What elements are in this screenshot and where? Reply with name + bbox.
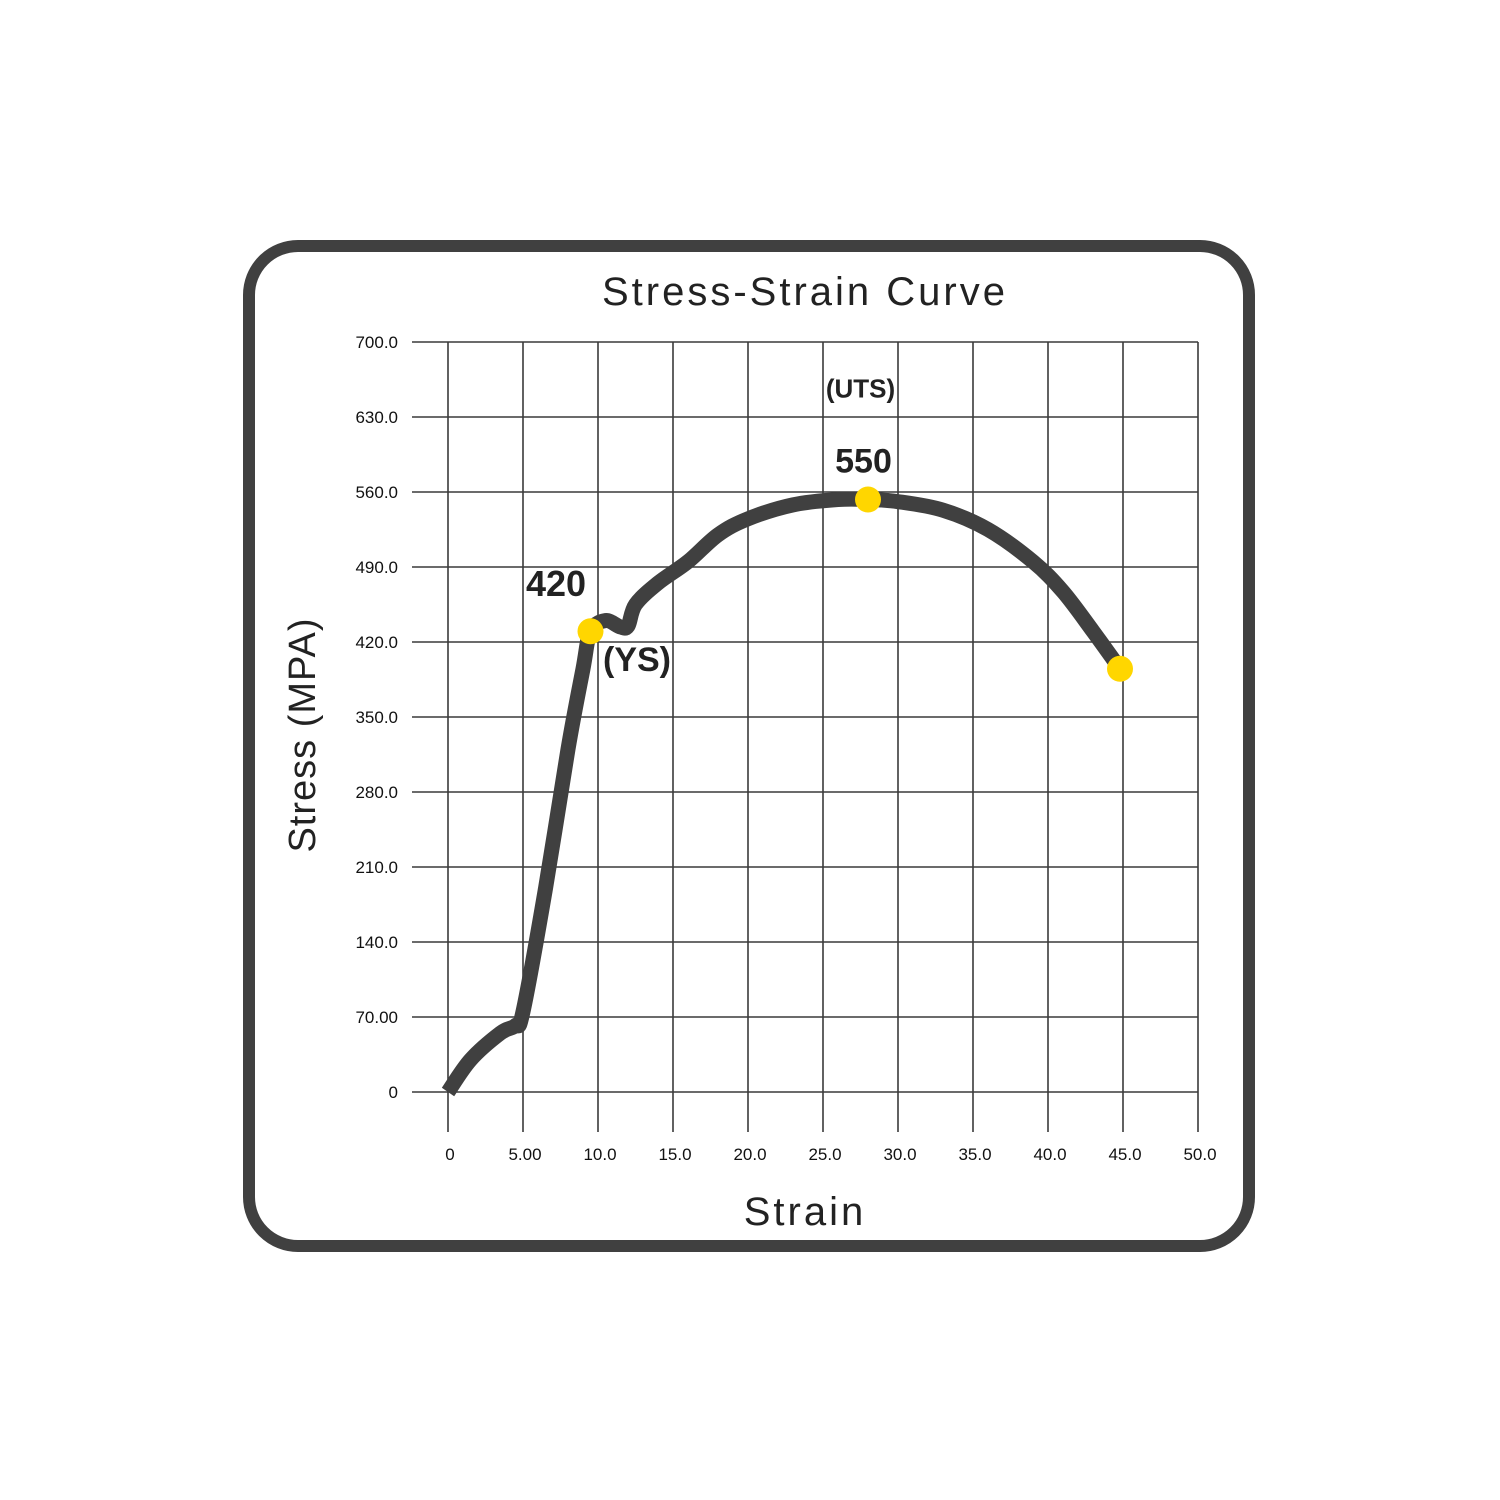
y-tick-label: 630.0 xyxy=(355,408,398,427)
annotation-label: (UTS) xyxy=(826,374,895,404)
y-tick-label: 350.0 xyxy=(355,708,398,727)
x-tick-label: 0 xyxy=(445,1145,454,1164)
x-tick-label: 45.0 xyxy=(1108,1145,1141,1164)
x-tick-label: 20.0 xyxy=(733,1145,766,1164)
x-tick-label: 30.0 xyxy=(883,1145,916,1164)
x-tick-label: 10.0 xyxy=(583,1145,616,1164)
data-point-marker xyxy=(1107,655,1133,682)
y-tick-label: 280.0 xyxy=(355,783,398,802)
y-tick-label: 210.0 xyxy=(355,858,398,877)
x-tick-label: 40.0 xyxy=(1033,1145,1066,1164)
y-tick-label: 0 xyxy=(389,1083,398,1102)
x-tick-label: 50.0 xyxy=(1183,1145,1216,1164)
y-tick-label: 70.00 xyxy=(355,1008,398,1027)
y-tick-label: 140.0 xyxy=(355,933,398,952)
y-tick-label: 560.0 xyxy=(355,483,398,502)
annotation-layer: 420 (YS) 550 (UTS) xyxy=(526,374,895,679)
y-tick-label: 420.0 xyxy=(355,633,398,652)
annotation-label: (YS) xyxy=(603,641,671,679)
stress-strain-line xyxy=(441,491,1127,1097)
x-tick-label: 15.0 xyxy=(658,1145,691,1164)
y-tick-label: 700.0 xyxy=(355,333,398,352)
x-tick-label: 5.00 xyxy=(508,1145,541,1164)
chart-frame xyxy=(243,240,1255,1252)
series-layer xyxy=(441,491,1127,1097)
data-point-marker xyxy=(577,618,604,645)
x-axis-label: Strain xyxy=(744,1190,867,1234)
y-axis-label: Stress (MPA) xyxy=(282,617,324,852)
marker-layer xyxy=(577,486,1133,682)
y-tick-label: 490.0 xyxy=(355,558,398,577)
tick-labels: 0 5.00 10.0 15.0 20.0 25.0 30.0 35.0 40.0 45.0 50.… xyxy=(355,333,1216,1164)
x-tick-label: 35.0 xyxy=(958,1145,991,1164)
data-point-marker xyxy=(855,486,881,513)
annotation-label: 420 xyxy=(526,563,586,604)
chart-title: Stress-Strain Curve xyxy=(602,270,1008,314)
x-tick-label: 25.0 xyxy=(808,1145,841,1164)
annotation-label: 550 xyxy=(835,443,892,481)
